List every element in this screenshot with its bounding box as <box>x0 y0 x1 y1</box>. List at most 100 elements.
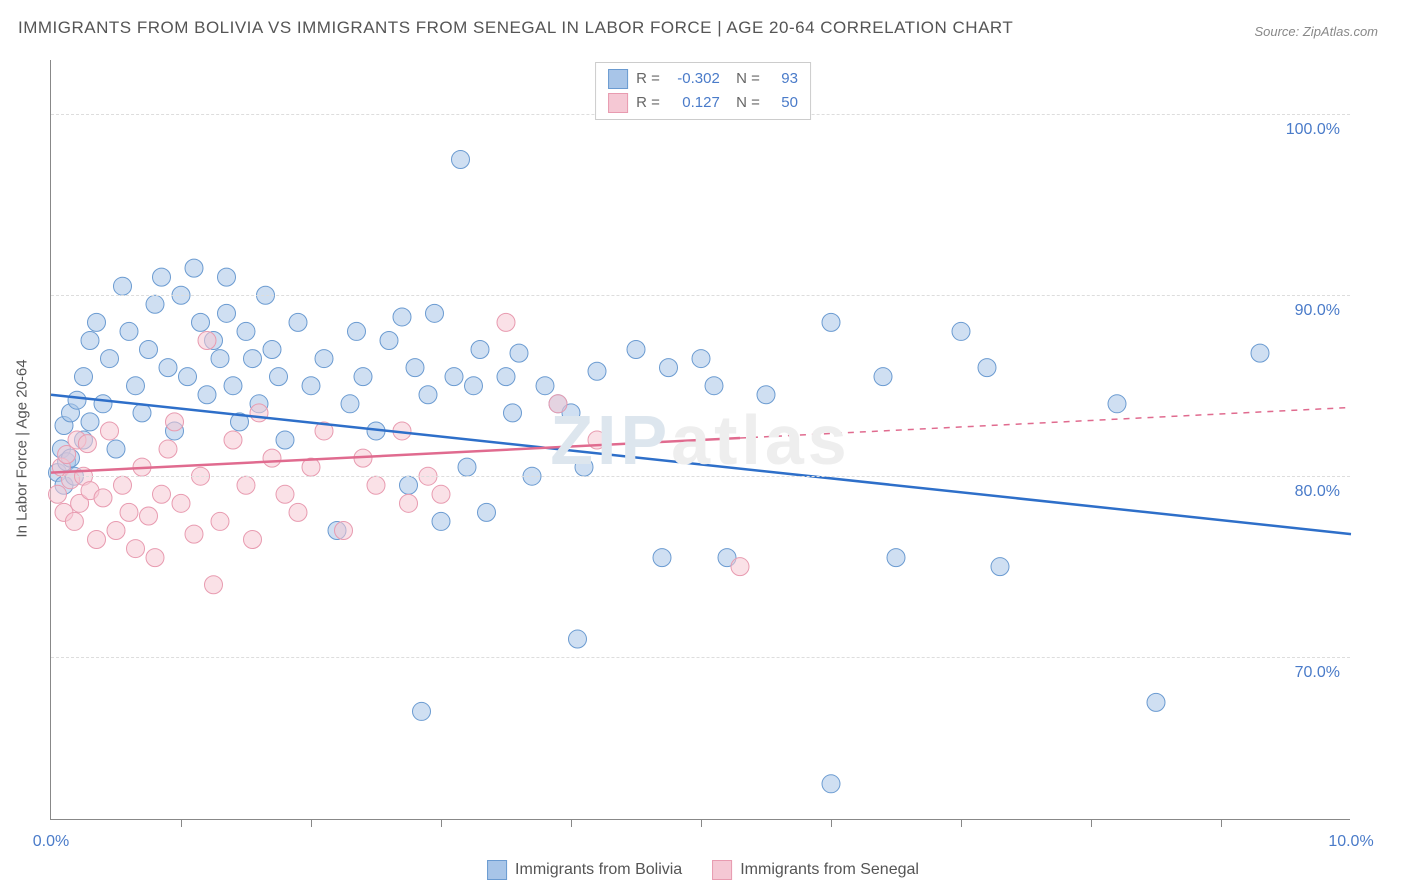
y-tick-label: 90.0% <box>1295 302 1340 320</box>
grid-line <box>51 657 1350 658</box>
data-point <box>120 503 138 521</box>
data-point <box>68 391 86 409</box>
data-point <box>198 386 216 404</box>
data-point <box>211 350 229 368</box>
stats-legend: R =-0.302 N =93R =0.127 N =50 <box>595 62 811 120</box>
stat-label-r: R = <box>636 67 660 91</box>
data-point <box>367 476 385 494</box>
data-point <box>114 277 132 295</box>
data-point <box>354 368 372 386</box>
data-point <box>127 540 145 558</box>
stat-value-n: 50 <box>768 91 798 115</box>
data-point <box>244 531 262 549</box>
data-point <box>445 368 463 386</box>
data-point <box>88 531 106 549</box>
data-point <box>224 431 242 449</box>
data-point <box>302 377 320 395</box>
data-point <box>133 404 151 422</box>
stats-legend-row: R =-0.302 N =93 <box>608 67 798 91</box>
data-point <box>497 368 515 386</box>
legend-item: Immigrants from Bolivia <box>487 860 682 880</box>
data-point <box>660 359 678 377</box>
data-point <box>78 435 96 453</box>
data-point <box>218 304 236 322</box>
data-point <box>822 313 840 331</box>
data-point <box>263 341 281 359</box>
data-point <box>49 485 67 503</box>
series-legend: Immigrants from Bolivia Immigrants from S… <box>487 860 919 880</box>
x-tick <box>831 819 832 827</box>
data-point <box>289 503 307 521</box>
y-tick-label: 100.0% <box>1286 121 1340 139</box>
regression-line <box>51 438 740 473</box>
data-point <box>478 503 496 521</box>
data-point <box>276 431 294 449</box>
data-point <box>159 359 177 377</box>
y-axis-label: In Labor Force | Age 20-64 <box>14 359 31 537</box>
stat-value-r: -0.302 <box>668 67 720 91</box>
x-tick <box>311 819 312 827</box>
data-point <box>81 413 99 431</box>
data-point <box>504 404 522 422</box>
stat-label-r: R = <box>636 91 660 115</box>
plot-area: ZIPatlas 70.0%80.0%90.0%100.0%0.0%10.0% <box>50 60 1350 820</box>
data-point <box>153 268 171 286</box>
stat-label-n: N = <box>728 67 760 91</box>
data-point <box>192 313 210 331</box>
data-point <box>497 313 515 331</box>
legend-item: Immigrants from Senegal <box>712 860 919 880</box>
data-point <box>140 507 158 525</box>
legend-swatch <box>712 860 732 880</box>
data-point <box>237 322 255 340</box>
data-point <box>458 458 476 476</box>
data-point <box>166 413 184 431</box>
data-point <box>991 558 1009 576</box>
data-point <box>172 494 190 512</box>
x-tick <box>181 819 182 827</box>
data-point <box>887 549 905 567</box>
data-point <box>75 368 93 386</box>
data-point <box>406 359 424 377</box>
regression-line-extrapolated <box>740 407 1351 438</box>
data-point <box>1147 693 1165 711</box>
data-point <box>263 449 281 467</box>
data-point <box>315 350 333 368</box>
data-point <box>270 368 288 386</box>
data-point <box>471 341 489 359</box>
data-point <box>335 521 353 539</box>
data-point <box>244 350 262 368</box>
source-attribution: Source: ZipAtlas.com <box>1254 24 1378 39</box>
data-point <box>1251 344 1269 362</box>
regression-line <box>51 395 1351 534</box>
data-point <box>289 313 307 331</box>
data-point <box>107 521 125 539</box>
x-tick <box>961 819 962 827</box>
y-tick-label: 80.0% <box>1295 483 1340 501</box>
data-point <box>159 440 177 458</box>
data-point <box>569 630 587 648</box>
data-point <box>731 558 749 576</box>
data-point <box>94 395 112 413</box>
stat-value-r: 0.127 <box>668 91 720 115</box>
data-point <box>653 549 671 567</box>
data-point <box>237 476 255 494</box>
data-point <box>198 331 216 349</box>
data-point <box>224 377 242 395</box>
x-tick <box>1091 819 1092 827</box>
data-point <box>140 341 158 359</box>
data-point <box>432 512 450 530</box>
data-point <box>65 512 83 530</box>
data-point <box>348 322 366 340</box>
x-tick <box>701 819 702 827</box>
data-point <box>120 322 138 340</box>
data-point <box>211 512 229 530</box>
data-point <box>114 476 132 494</box>
data-point <box>536 377 554 395</box>
legend-label: Immigrants from Bolivia <box>515 861 682 879</box>
data-point <box>575 458 593 476</box>
scatter-plot-svg <box>51 60 1350 819</box>
data-point <box>179 368 197 386</box>
data-point <box>218 268 236 286</box>
x-tick-label: 10.0% <box>1328 833 1373 851</box>
data-point <box>705 377 723 395</box>
